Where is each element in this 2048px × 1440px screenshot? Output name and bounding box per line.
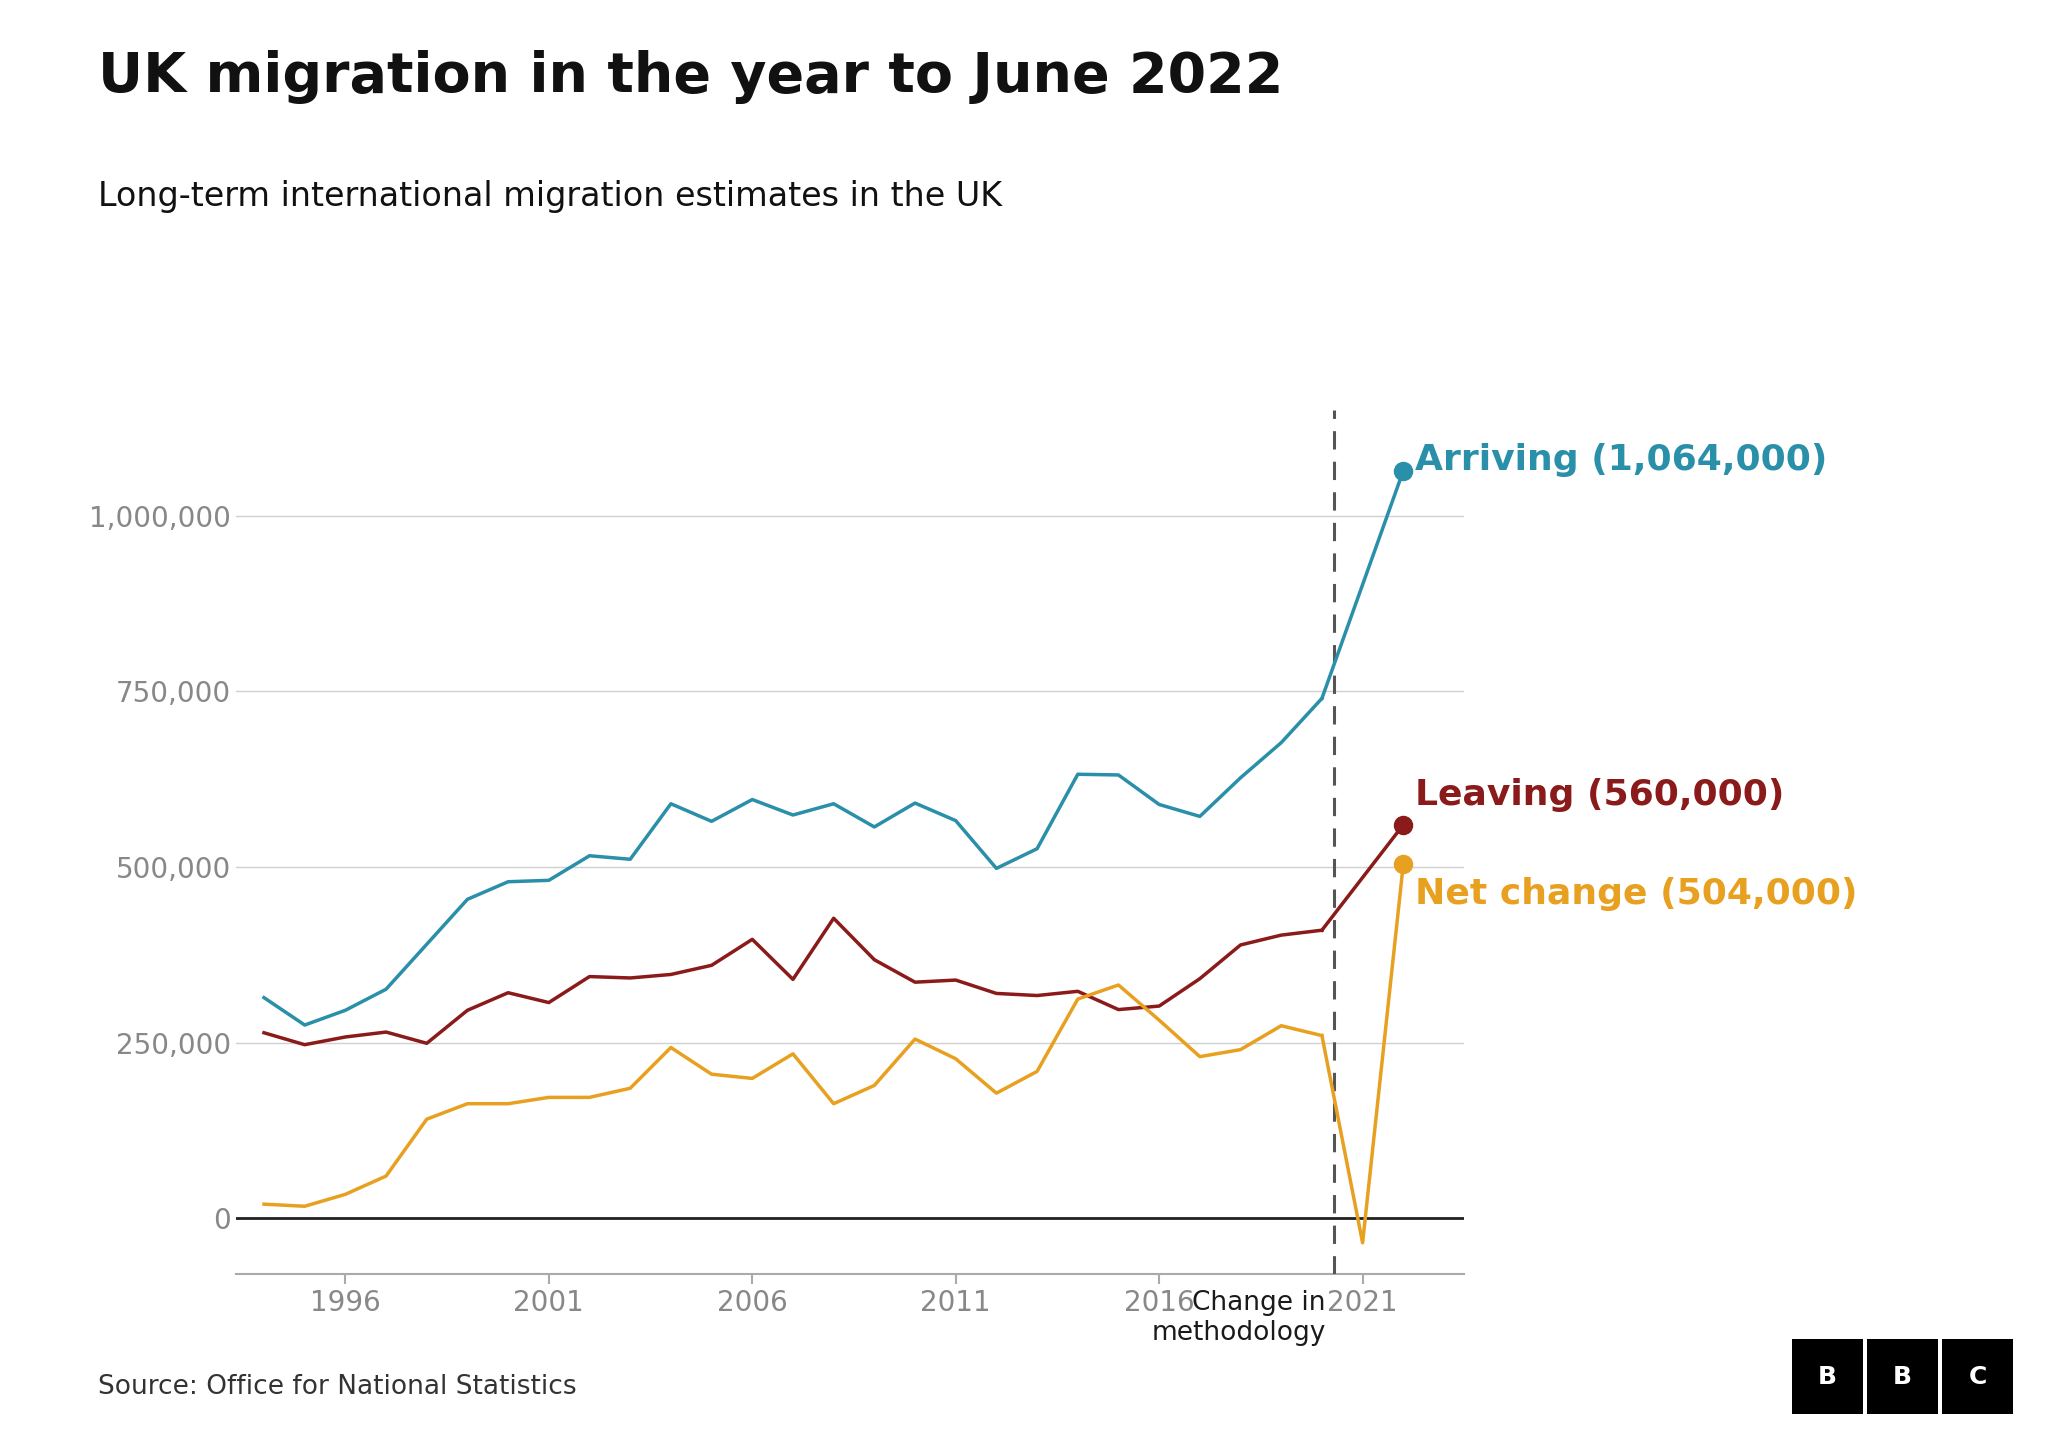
Text: Arriving (1,064,000): Arriving (1,064,000): [1415, 444, 1829, 477]
Text: B: B: [1892, 1365, 1913, 1388]
Text: C: C: [1968, 1365, 1987, 1388]
Text: Long-term international migration estimates in the UK: Long-term international migration estima…: [98, 180, 1001, 213]
Text: Change in
methodology: Change in methodology: [1151, 1290, 1325, 1346]
Text: UK migration in the year to June 2022: UK migration in the year to June 2022: [98, 50, 1284, 105]
Text: Source: Office for National Statistics: Source: Office for National Statistics: [98, 1374, 578, 1400]
Text: Leaving (560,000): Leaving (560,000): [1415, 778, 1786, 812]
Text: B: B: [1819, 1365, 1837, 1388]
Bar: [1792, 1339, 1864, 1414]
Bar: [1942, 1339, 2013, 1414]
Text: Net change (504,000): Net change (504,000): [1415, 877, 1858, 912]
Bar: [1868, 1339, 1937, 1414]
